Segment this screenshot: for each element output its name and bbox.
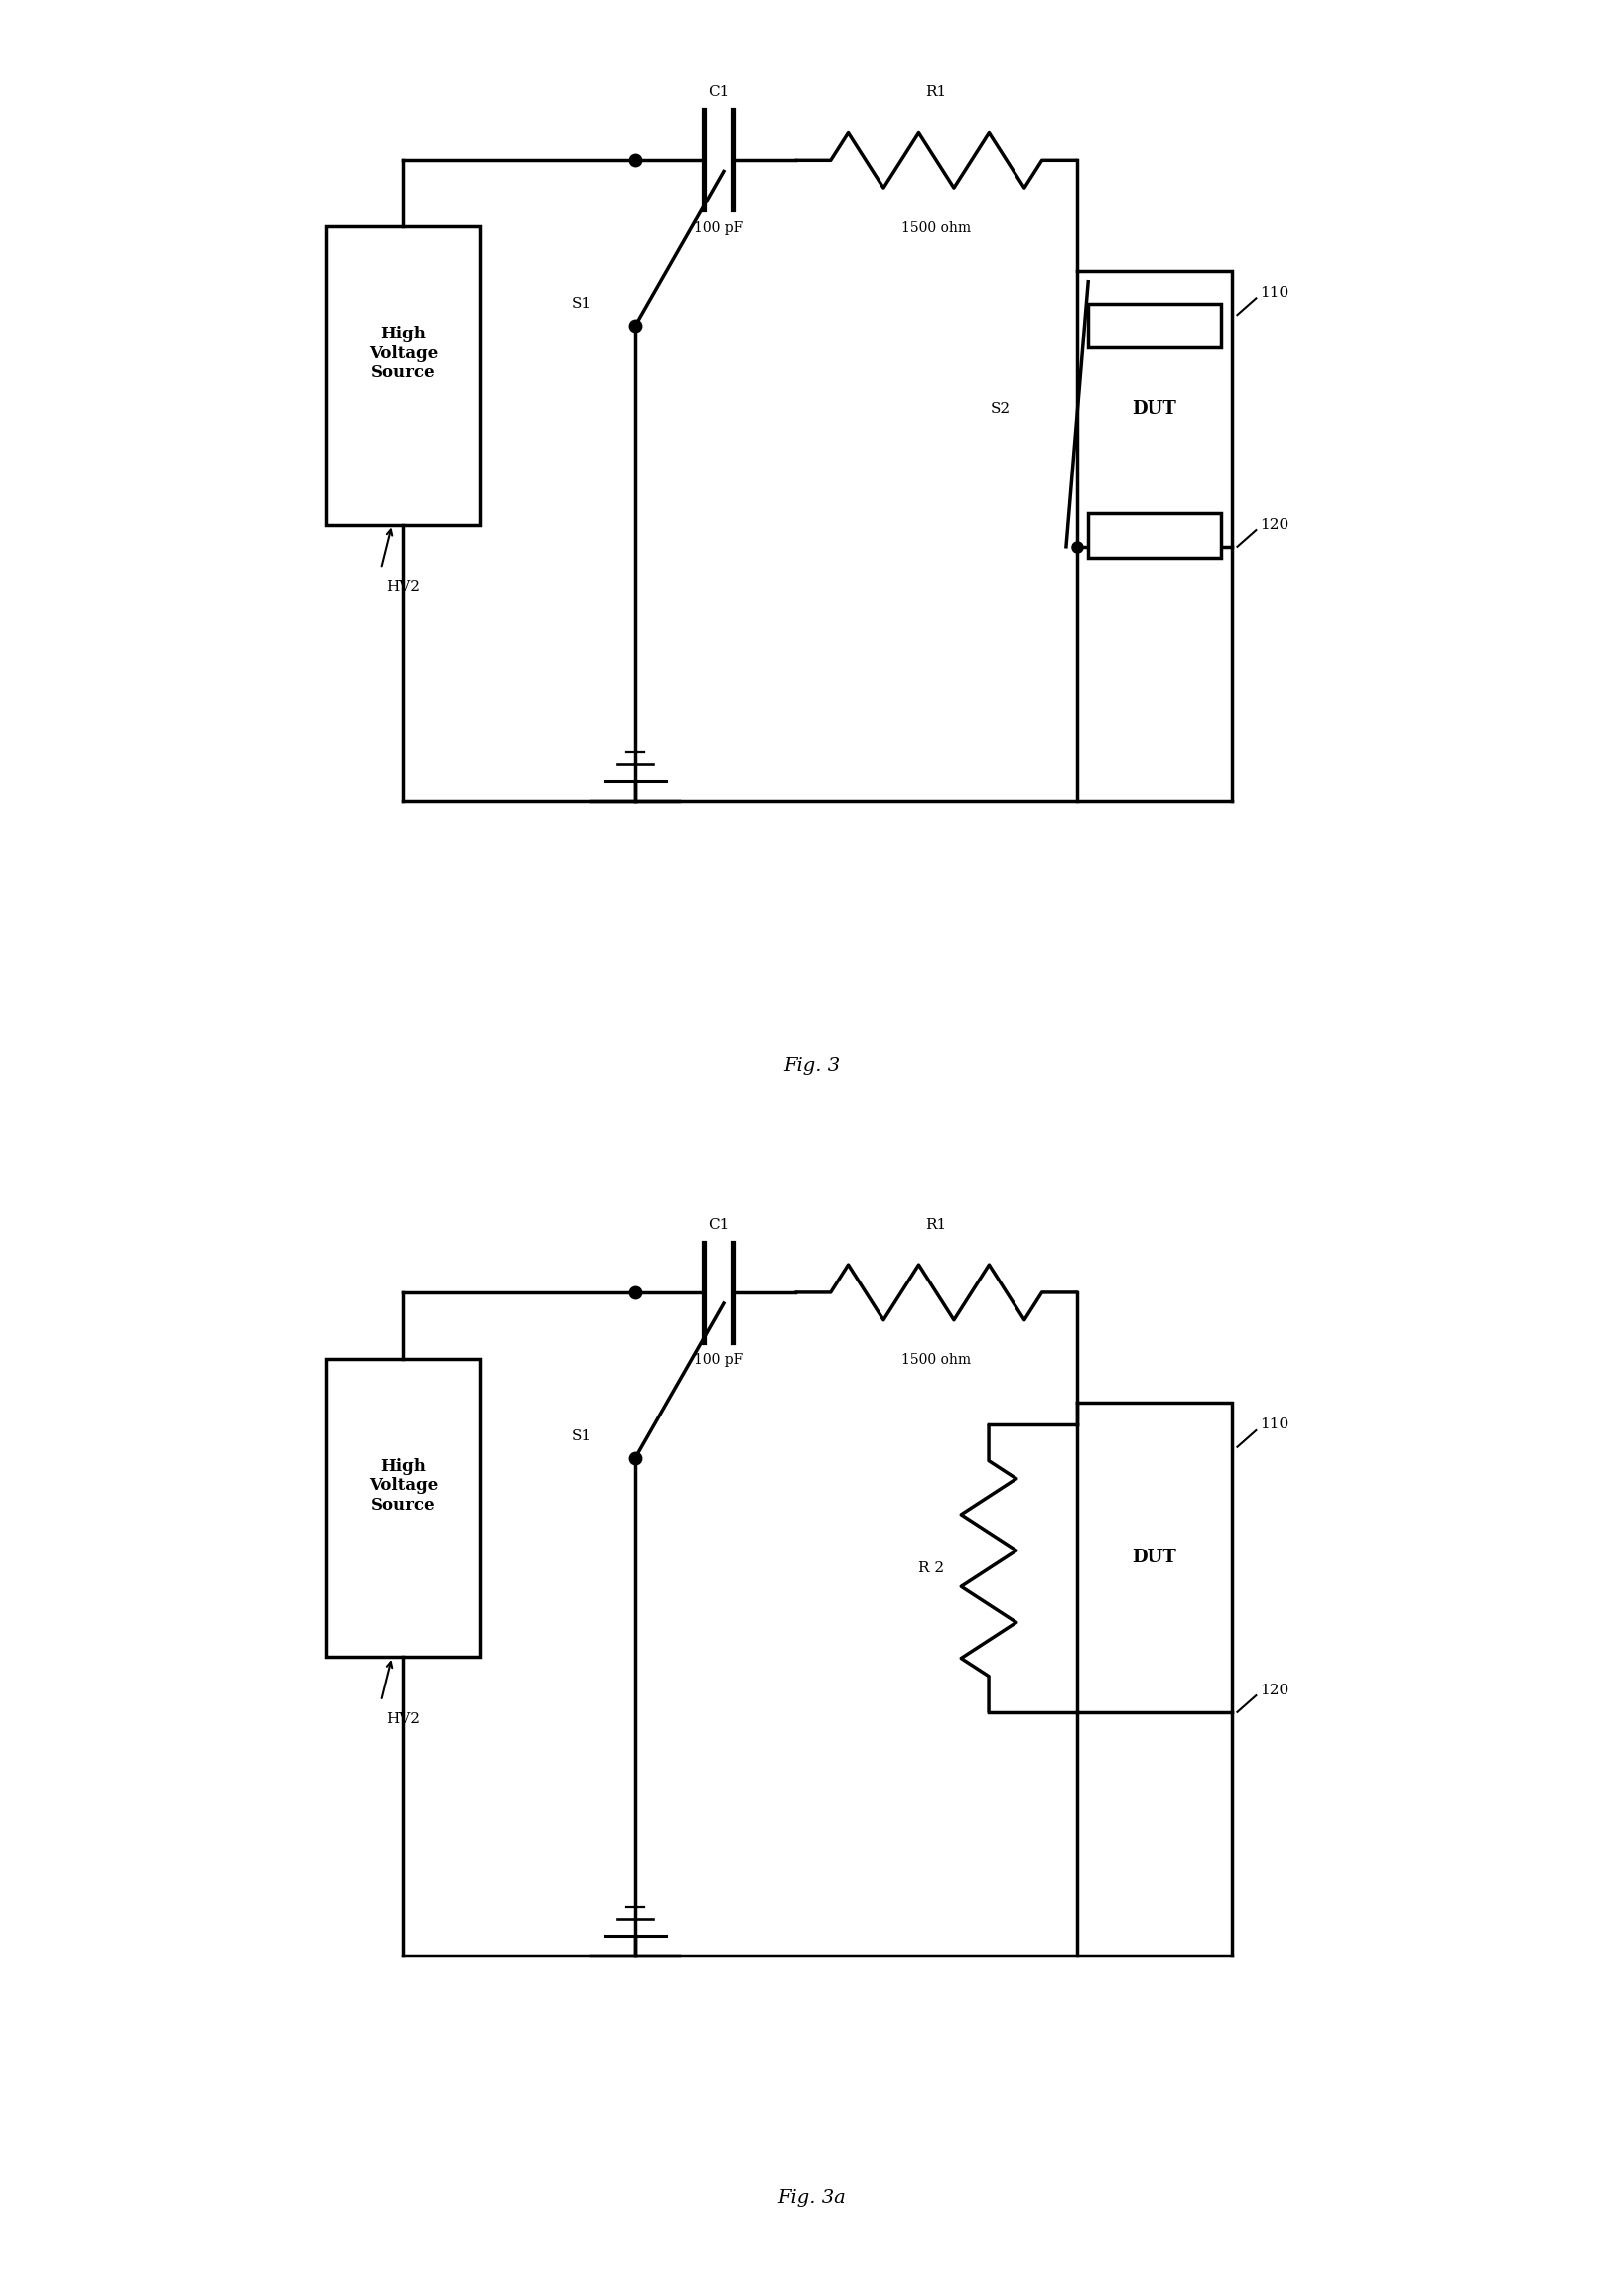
- Text: S1: S1: [572, 1428, 591, 1444]
- Text: 110: 110: [1259, 286, 1288, 300]
- Text: DUT: DUT: [1132, 399, 1177, 417]
- Text: HV2: HV2: [387, 1712, 421, 1726]
- Text: High
Voltage
Source: High Voltage Source: [369, 325, 437, 380]
- Text: 100 pF: 100 pF: [693, 220, 742, 234]
- Bar: [1077, 1403, 1231, 1712]
- Text: C1: C1: [708, 1217, 729, 1231]
- Text: High
Voltage
Source: High Voltage Source: [369, 1458, 437, 1513]
- Text: R 2: R 2: [919, 1561, 945, 1575]
- Bar: [1077, 270, 1231, 548]
- Text: R1: R1: [926, 1217, 947, 1231]
- Text: Fig. 3a: Fig. 3a: [778, 2189, 846, 2207]
- Bar: [1088, 513, 1221, 557]
- Text: S2: S2: [991, 401, 1010, 415]
- Text: DUT: DUT: [1132, 1549, 1177, 1565]
- Text: 110: 110: [1259, 1419, 1288, 1432]
- Text: 100 pF: 100 pF: [693, 1352, 742, 1366]
- Text: R1: R1: [926, 85, 947, 99]
- Text: 1500 ohm: 1500 ohm: [901, 220, 971, 234]
- Bar: [1088, 305, 1221, 348]
- Text: HV2: HV2: [387, 580, 421, 594]
- Bar: [326, 1359, 481, 1657]
- Text: Fig. 3: Fig. 3: [784, 1057, 840, 1075]
- Text: S1: S1: [572, 296, 591, 312]
- Text: 120: 120: [1259, 518, 1288, 532]
- Text: C1: C1: [708, 85, 729, 99]
- Bar: [326, 227, 481, 525]
- Text: 120: 120: [1259, 1682, 1288, 1696]
- Text: 1500 ohm: 1500 ohm: [901, 1352, 971, 1366]
